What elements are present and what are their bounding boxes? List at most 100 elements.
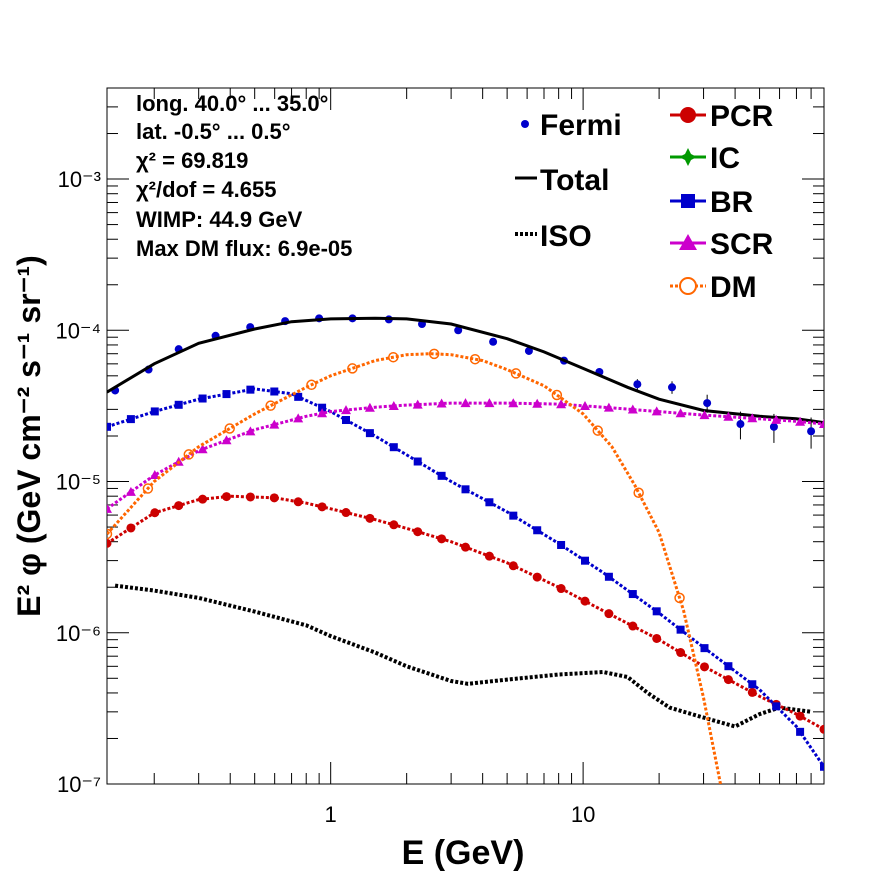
scr-marker	[293, 413, 304, 423]
scr-marker	[723, 411, 734, 421]
series-layer	[107, 314, 824, 784]
dm-marker	[306, 379, 317, 391]
pcr-marker	[222, 492, 231, 502]
series-group	[107, 314, 824, 784]
br-marker	[294, 392, 303, 401]
scr-marker	[627, 404, 638, 414]
legend-scr-label: SCR	[710, 228, 774, 261]
scr-marker	[556, 399, 567, 409]
pcr-marker	[700, 662, 709, 672]
scr-marker	[484, 398, 495, 408]
scr-marker	[819, 419, 824, 429]
dm-marker	[428, 348, 440, 360]
br-marker	[628, 590, 637, 599]
fermi-point	[524, 346, 533, 355]
br-marker	[700, 644, 709, 653]
info-box: long. 40.0° ... 35.0° lat. -0.5° ... 0.5…	[136, 91, 352, 261]
pcr-marker	[723, 675, 733, 685]
pcr-marker	[150, 508, 160, 518]
total-line	[107, 316, 824, 425]
br-marker	[748, 680, 757, 689]
fermi-point	[633, 380, 642, 389]
scr-marker	[221, 435, 232, 445]
pcr-marker	[126, 523, 136, 533]
info-line-chi2-dof: χ²/dof = 4.655	[136, 177, 276, 202]
fermi-point	[703, 399, 712, 408]
x-axis-label: E (GeV)	[402, 834, 525, 872]
scr-marker	[245, 426, 256, 436]
pcr-marker	[795, 711, 805, 721]
dm-marker	[388, 351, 399, 363]
br-marker	[365, 429, 374, 438]
br-marker	[796, 727, 805, 736]
legend-dm-label: DM	[710, 271, 757, 304]
y-tick-label: 10⁻³	[58, 167, 101, 192]
pcr-marker	[198, 494, 208, 504]
dm-line	[107, 352, 722, 784]
br-marker	[724, 662, 733, 671]
br-marker	[820, 762, 824, 771]
br-marker	[246, 385, 255, 394]
pcr-marker	[389, 520, 399, 530]
pcr-marker	[604, 609, 614, 619]
pcr-marker	[676, 648, 686, 658]
br-marker	[652, 607, 661, 616]
scr-marker	[149, 469, 160, 479]
scr-marker	[436, 398, 447, 408]
axes-ticks: 1 10 10⁻⁷ 10⁻⁶ 10⁻⁵ 10⁻⁴ 10⁻³	[55, 87, 825, 827]
x-tick-label: 10	[571, 802, 595, 827]
br-marker	[342, 416, 350, 425]
pcr-marker	[461, 542, 470, 552]
scr-marker	[699, 410, 710, 420]
scr-marker	[795, 416, 806, 426]
pcr-marker	[484, 551, 494, 561]
br-marker	[509, 511, 518, 520]
br-marker	[533, 526, 542, 535]
info-line-latitude: lat. -0.5° ... 0.5°	[136, 119, 291, 144]
br-marker	[413, 457, 422, 466]
y-tick-label: 10⁻⁶	[56, 621, 101, 646]
br-marker	[150, 407, 159, 416]
pcr-marker	[652, 633, 662, 643]
info-line-wimp: WIMP: 44.9 GeV	[136, 207, 303, 232]
br-marker	[772, 702, 781, 711]
pcr-marker	[317, 502, 327, 512]
legend: Fermi Total ISO PCR IC BR SCR DM	[515, 100, 774, 304]
scr-marker	[269, 419, 280, 429]
legend-total-label: Total	[540, 164, 609, 197]
br-marker	[174, 400, 183, 409]
scr-marker	[771, 414, 782, 424]
pcr-marker	[532, 572, 542, 582]
pcr-marker	[293, 497, 303, 507]
legend-fermi-label: Fermi	[540, 109, 622, 142]
fermi-point	[769, 422, 778, 431]
scr-marker	[107, 503, 112, 513]
legend-pcr-marker	[680, 107, 696, 123]
legend-iso-label: ISO	[540, 220, 592, 253]
scr-marker	[388, 400, 399, 410]
br-marker	[270, 387, 279, 396]
br-marker	[461, 485, 470, 494]
br-line	[107, 387, 824, 768]
info-line-longitude: long. 40.0° ... 35.0°	[136, 91, 328, 116]
br-marker	[107, 422, 111, 431]
scr-marker	[651, 406, 662, 416]
br-marker	[389, 443, 398, 452]
legend-dm-marker	[679, 277, 697, 295]
br-marker	[126, 415, 135, 424]
scr-marker	[508, 398, 519, 408]
legend-scr-marker	[679, 234, 697, 250]
pcr-line	[107, 494, 824, 731]
legend-pcr-label: PCR	[710, 100, 774, 133]
br-marker	[557, 540, 566, 549]
pcr-marker	[508, 561, 518, 571]
iso-line	[114, 583, 812, 729]
scr-marker	[197, 444, 208, 454]
br-marker	[485, 498, 494, 507]
dm-marker	[183, 449, 195, 460]
br-marker	[437, 471, 446, 480]
y-tick-label: 10⁻⁷	[57, 772, 101, 797]
scr-marker	[675, 408, 686, 418]
fermi-point	[489, 337, 498, 346]
